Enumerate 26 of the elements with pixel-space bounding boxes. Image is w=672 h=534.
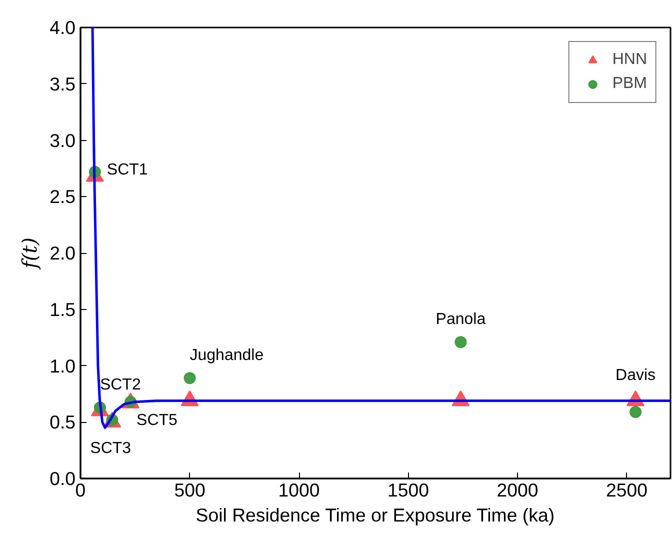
- y-tick-label: 0.5: [50, 412, 76, 433]
- annotation: Jughandle: [190, 347, 264, 364]
- x-tick-label: 2500: [606, 480, 648, 500]
- y-axis-title: f(t): [18, 237, 42, 271]
- y-tick-label: 3.5: [50, 73, 76, 94]
- annotation: SCT3: [90, 440, 132, 457]
- annotation: Panola: [436, 311, 486, 328]
- y-tick-label: 1.5: [50, 298, 76, 320]
- x-axis-title: Soil Residence Time or Exposure Time (ka): [196, 504, 555, 526]
- x-tick-label: 1500: [388, 480, 430, 500]
- x-tick-label: 1000: [278, 480, 320, 500]
- y-tick-label: 1.0: [50, 355, 76, 376]
- y-tick-label: 2.5: [50, 186, 76, 208]
- y-tick-label: 2.0: [50, 242, 76, 264]
- y-tick-label: 0.0: [50, 468, 76, 489]
- legend-label: PBM: [612, 75, 647, 93]
- x-tick-label: 0: [75, 480, 86, 500]
- x-tick-label: 500: [174, 480, 206, 500]
- y-tick-label: 4.0: [50, 17, 76, 38]
- annotation: SCT1: [106, 161, 148, 178]
- x-tick-label: 2000: [496, 480, 538, 500]
- legend-label: HNN: [612, 51, 647, 69]
- annotation: SCT5: [136, 412, 178, 429]
- annotation: Davis: [616, 366, 656, 384]
- annotation: SCT2: [100, 376, 141, 394]
- y-tick-label: 3.0: [50, 130, 76, 151]
